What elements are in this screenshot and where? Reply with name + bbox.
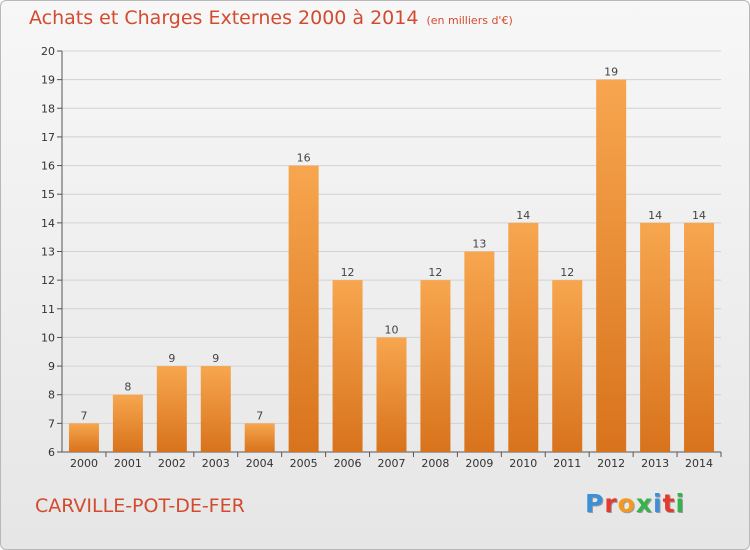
data-label: 14 [692,209,706,222]
proxiti-logo: Proxiti [585,489,685,518]
y-tick-label: 18 [41,102,55,115]
y-tick-label: 7 [48,417,55,430]
logo-letter: o [617,489,636,518]
bar [200,366,231,452]
x-tick-label: 2001 [114,457,142,470]
x-tick-label: 2003 [202,457,230,470]
bar [68,423,99,452]
bar [596,79,627,453]
x-tick-label: 2004 [246,457,274,470]
bar [112,394,143,452]
x-tick-label: 2008 [421,457,449,470]
y-tick-label: 19 [41,74,55,87]
data-label: 7 [80,409,87,422]
data-label: 9 [212,352,219,365]
axes: 6 7 8 9 10 11 12 13 14 15 16 17 18 19 20 2000 2001 2002 20… [41,45,722,470]
x-tick-label: 2006 [334,457,362,470]
y-tick-label: 12 [41,274,55,287]
data-label: 12 [560,266,574,279]
y-tick-label: 9 [48,360,55,373]
bar [640,222,671,452]
bar [332,280,363,452]
x-tick-label: 2009 [465,457,493,470]
logo-letter: i [675,489,686,518]
y-tick-label: 14 [41,217,55,230]
logo-letter: r [604,489,618,518]
y-tick-label: 20 [41,45,55,58]
data-label: 10 [385,323,399,336]
data-label: 8 [124,381,131,394]
bar [464,251,495,452]
bar [684,222,715,452]
bar [508,222,539,452]
x-tick-label: 2011 [553,457,581,470]
x-tick-label: 2000 [70,457,98,470]
logo-letter: x [635,489,653,518]
data-label: 14 [516,209,530,222]
data-label: 14 [648,209,662,222]
y-tick-label: 15 [41,188,55,201]
x-tick-label: 2013 [641,457,669,470]
data-label: 12 [341,266,355,279]
y-tick-label: 8 [48,389,55,402]
x-tick-label: 2010 [509,457,537,470]
chart-title-text: Achats et Charges Externes 2000 à 2014 [29,7,419,29]
data-label: 7 [256,409,263,422]
chart-subtitle: (en milliers d'€) [426,14,513,27]
data-label: 19 [604,66,618,79]
y-tick-label: 17 [41,131,55,144]
bar [376,337,407,452]
chart-title: Achats et Charges Externes 2000 à 2014 (e… [29,7,513,29]
y-tick-label: 16 [41,160,55,173]
commune-name: CARVILLE-POT-DE-FER [35,495,245,517]
data-label: 9 [168,352,175,365]
x-tick-label: 2007 [378,457,406,470]
bar [156,366,187,452]
logo-letter: P [585,489,605,518]
data-label: 16 [297,152,311,165]
y-tick-label: 13 [41,246,55,259]
x-tick-label: 2014 [685,457,713,470]
bars [68,79,715,453]
data-labels: 7 8 9 9 7 16 12 10 12 13 14 12 19 14 14 [80,66,706,423]
logo-letter: t [662,489,676,518]
data-label: 13 [472,238,486,251]
x-tick-label: 2012 [597,457,625,470]
x-tick-label: 2005 [290,457,318,470]
bar [288,165,319,453]
bar [552,280,583,452]
logo-letter: i [653,489,663,518]
y-tick-label: 10 [41,331,55,344]
y-tick-label: 11 [41,303,55,316]
data-label: 12 [428,266,442,279]
y-tick-label: 6 [48,446,55,459]
bar [244,423,275,452]
bar [420,280,451,452]
x-tick-label: 2002 [158,457,186,470]
